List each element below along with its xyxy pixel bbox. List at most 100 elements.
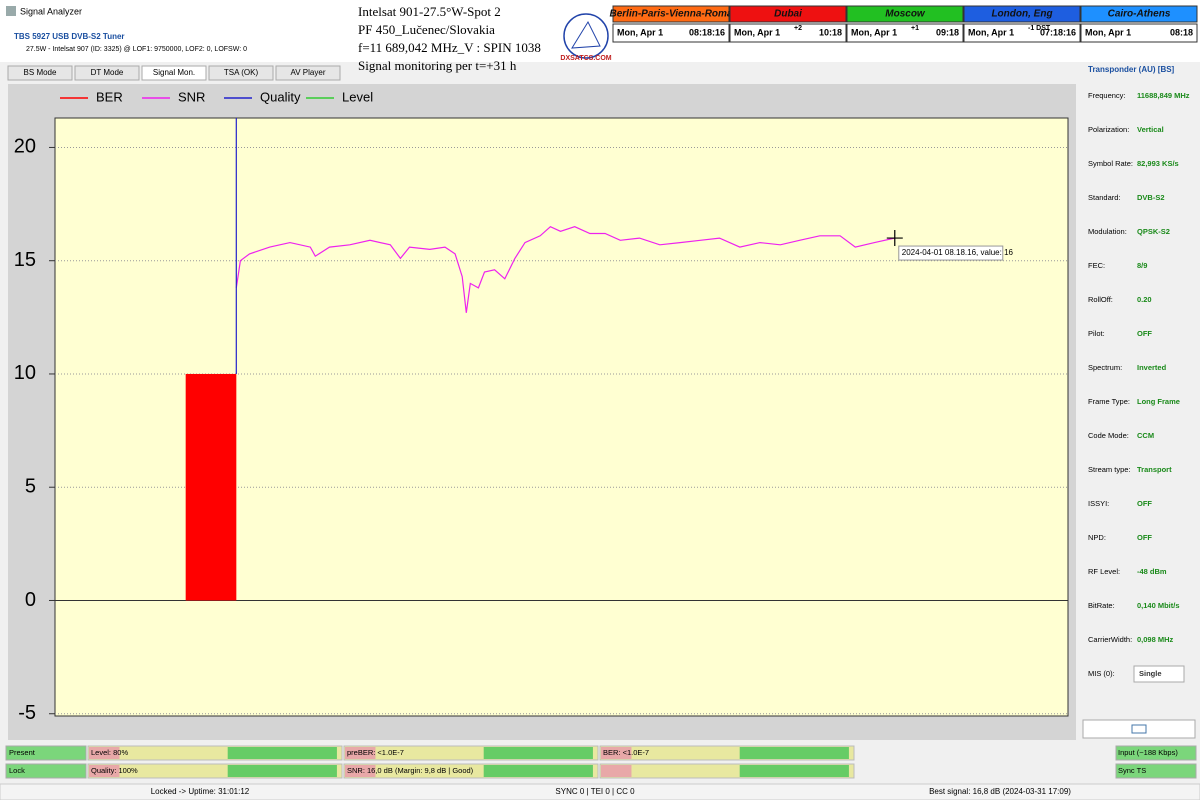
status-text: preBER: <1.0E-7 [347,748,404,757]
status-red [601,765,632,777]
clock-date: Mon, Apr 1 [1085,27,1131,37]
status-text: Quality: 100% [91,766,138,775]
prop-value: Transport [1137,465,1172,474]
status-right: Sync TS [1118,766,1146,775]
status-green [483,747,593,759]
status-left: Present [9,748,36,757]
prop-label: ISSYI: [1088,499,1109,508]
ber-bar [185,373,237,601]
status-led [1115,763,1197,779]
clock-time: 08:18 [1170,27,1193,37]
clock-city: Berlin-Paris-Vienna-Roma [610,9,733,20]
prop-value: DVB-S2 [1137,193,1165,202]
prop-value: QPSK-S2 [1137,227,1170,236]
tab-label: BS Mode [24,68,57,77]
prop-value: 0,140 Mbit/s [1137,601,1180,610]
logo-text: DXSATCS.COM [560,55,611,62]
prop-select[interactable] [1133,665,1185,683]
side-button[interactable] [1082,719,1196,739]
legend-label: Level [342,89,373,104]
y-tick-label: -5 [18,702,36,724]
status-green [227,747,337,759]
clock-time: 07:18:16 [1040,27,1076,37]
prop-label: Symbol Rate: [1088,159,1133,168]
prop-label: Standard: [1088,193,1121,202]
overlay-line: PF 450_Lučenec/Slovakia [358,22,495,37]
prop-value: OFF [1137,329,1152,338]
clock-header [729,5,847,23]
status-green [739,747,849,759]
clock-body [729,23,847,43]
prop-label: Code Mode: [1088,431,1129,440]
prop-value: CCM [1137,431,1154,440]
tab[interactable] [7,65,73,81]
tuner-name: TBS 5927 USB DVB-S2 Tuner [14,32,125,41]
clock-body [1080,23,1198,43]
logo-ring [563,13,609,59]
tab-label: TSA (OK) [224,68,259,77]
clock-offset: -1 DST [1028,25,1051,32]
series-line [235,225,895,313]
prop-label: RF Level: [1088,567,1120,576]
tab-label: AV Player [291,68,326,77]
status-red [345,747,376,759]
clock-header [1080,5,1198,23]
prop-value: Long Frame [1137,397,1180,406]
prop-value: -48 dBm [1137,567,1167,576]
overlay-line: Signal monitoring per t=+31 h [358,58,517,73]
status-green [227,765,337,777]
status-led [5,745,87,761]
prop-label: MIS (0): [1088,669,1115,678]
prop-value: 11688,849 MHz [1137,91,1190,100]
clock-offset: +2 [794,25,802,32]
tab[interactable] [208,65,274,81]
status-text: Level: 80% [91,748,128,757]
prop-label: FEC: [1088,261,1105,270]
clock-body [963,23,1081,43]
clock-city: London, Eng [991,9,1052,20]
clock-date: Mon, Apr 1 [968,27,1014,37]
footer-bar [0,783,1200,800]
y-tick-label: 15 [14,249,36,271]
logo-dish [571,20,601,49]
tab-label: Signal Mon. [153,68,195,77]
tab[interactable] [275,65,341,81]
prop-label: Modulation: [1088,227,1127,236]
status-left: Lock [9,766,25,775]
y-tick-label: 20 [14,136,36,158]
status-red [601,747,632,759]
overlay-line: Intelsat 901-27.5°W-Spot 2 [358,4,501,19]
status-text: SNR: 16,0 dB (Margin: 9,8 dB | Good) [347,766,474,775]
tooltip-text: 2024-04-01 08.18.16, value: 16 [902,248,1014,257]
prop-value: 0.20 [1137,295,1152,304]
clock-time: 10:18 [819,27,842,37]
clock-city: Cairo-Athens [1108,9,1171,20]
tab[interactable] [74,65,140,81]
tuner-info: 27.5W - Intelsat 907 (ID: 3325) @ LOF1: … [26,46,247,53]
side-title: Transponder (AU) [BS] [1088,65,1175,74]
side-panel [1082,62,1200,742]
status-red [345,765,376,777]
status-green [483,765,593,777]
prop-label: RollOff: [1088,295,1113,304]
prop-value: OFF [1137,499,1152,508]
crosshair [886,230,903,247]
status-text: BER: <1.0E-7 [603,748,649,757]
prop-value: 8/9 [1137,261,1147,270]
tab[interactable] [141,65,207,81]
prop-label: NPD: [1088,533,1106,542]
status-red [89,765,120,777]
clock-header [963,5,1081,23]
prop-label: Frequency: [1088,91,1126,100]
clock-header [846,5,964,23]
prop-value: Inverted [1137,363,1167,372]
clock-header [612,5,730,23]
clock-time: 09:18 [936,27,959,37]
prop-label: CarrierWidth: [1088,635,1132,644]
clock-body [612,23,730,43]
footer-text: Locked -> Uptime: 31:01:12 [151,787,250,796]
status-led [5,763,87,779]
tab-label: DT Mode [91,68,124,77]
clock-time: 08:18:16 [689,27,725,37]
clock-body [846,23,964,43]
